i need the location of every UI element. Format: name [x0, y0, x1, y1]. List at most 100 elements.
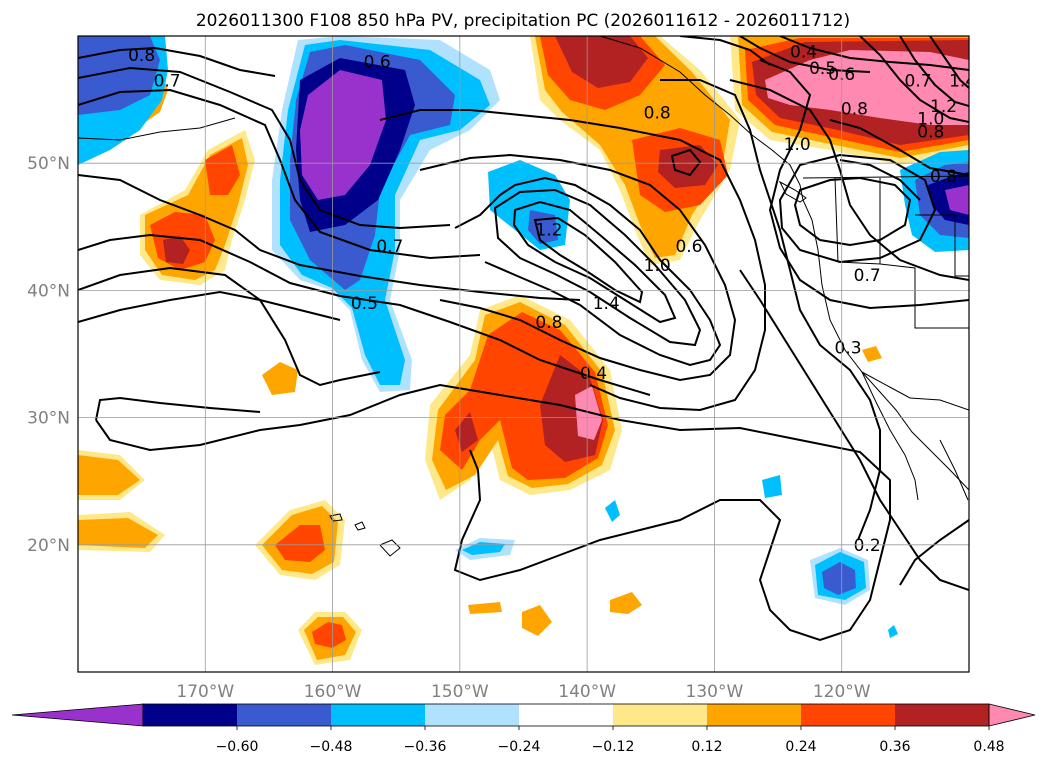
contour-trough-1: [454, 176, 722, 367]
colorbar-bin: [707, 704, 801, 726]
colorbar-bin: [613, 704, 707, 726]
contour-0.4-west: [78, 233, 651, 396]
contour-label: 0.8: [930, 167, 957, 187]
contour-west-loop: [660, 79, 881, 541]
shade-negative-small-3: [762, 475, 782, 498]
coastline-baja: [861, 371, 919, 501]
x-tick-label: 120°W: [813, 682, 871, 702]
contour-east-outer: [729, 79, 969, 281]
shade-negative-small-4: [888, 625, 898, 638]
shade-positive-small-1: [262, 362, 298, 395]
contour-trough-4: [533, 216, 644, 304]
contour-trough-outer: [419, 153, 737, 382]
shade-negative-small-2: [605, 500, 620, 522]
colorbar: −0.60 −0.48 −0.36 −0.24 −0.12 0.12 0.24 0.36 0.4…: [11, 703, 1036, 755]
contour-alaska-small: [670, 148, 702, 177]
contour-label: 1.4: [949, 72, 976, 92]
contour-trough-3: [512, 200, 677, 324]
contour-0.7-rockies: [778, 153, 937, 264]
contour-label: 0.4: [580, 364, 607, 384]
shade-positive-south-red: [312, 622, 346, 648]
us-mexico-border: [861, 371, 969, 411]
shade-positive-canada-pink: [765, 50, 969, 125]
coastline-us-west: [811, 219, 969, 491]
contour-label: 0.7: [376, 237, 403, 257]
contour-label: 1.2: [535, 220, 562, 240]
shade-positive-subtropical-darkred-west: [455, 412, 478, 452]
contour-0.2-low: [95, 383, 891, 642]
contour-label: 0.2: [854, 536, 881, 556]
contour-east-middle: [759, 59, 969, 310]
contour-canada-7: [839, 159, 921, 201]
contour-alaska-loop: [679, 36, 771, 66]
contour-0.8-northwest: [78, 46, 276, 77]
contour-label: 0.6: [675, 237, 702, 257]
contour-0.2-east: [899, 519, 969, 586]
colorbar-tick-label: 0.12: [691, 739, 722, 755]
contour-label: 0.8: [128, 46, 155, 66]
contour-label: 0.4: [790, 42, 817, 62]
contour-0.8-rockies: [793, 176, 912, 247]
state-border-2: [879, 263, 969, 329]
coastline-alaska-peninsula: [78, 117, 236, 141]
contour-label: 0.7: [905, 72, 932, 92]
colorbar-tick-label: −0.36: [404, 739, 447, 755]
contour-label: 1.0: [917, 110, 944, 130]
contour-canada-5: [929, 36, 969, 89]
hawaii-island-1: [379, 539, 401, 557]
contour-label: 0.3: [835, 339, 862, 359]
shade-positive-small-3: [522, 605, 552, 636]
x-tick-label: 170°W: [176, 682, 234, 702]
x-tick-label: 140°W: [558, 682, 616, 702]
state-border-1: [834, 177, 881, 265]
shade-positive-west-orange-1: [78, 455, 140, 495]
shade-negative-mexico-blue: [822, 562, 856, 595]
contour-canada-2: [779, 36, 969, 71]
contour-0.5: [78, 174, 581, 301]
contour-0.6-northwest: [78, 88, 481, 260]
x-tick-label: 160°W: [304, 682, 362, 702]
us-canada-border: [802, 175, 969, 179]
contour-label: 0.8: [535, 313, 562, 333]
colorbar-tick-label: 0.36: [879, 739, 910, 755]
map-panel: 0.80.70.60.40.50.60.81.00.7 1.41.21.00.80…: [27, 35, 976, 702]
coastline-mexico: [939, 439, 969, 501]
colorbar-tick-label: −0.24: [498, 739, 541, 755]
contour-canada-6: [829, 119, 969, 176]
contour-label: 1.2: [930, 97, 957, 117]
x-tick-label: 130°W: [686, 682, 744, 702]
contour-label: 0.5: [809, 59, 836, 79]
contour-label: 1.0: [784, 135, 811, 155]
contour-label: 0.5: [351, 294, 378, 314]
state-border-3: [915, 214, 969, 277]
colorbar-bin: [331, 704, 425, 726]
contour-canada-3: [859, 36, 969, 123]
contour-label: 0.8: [644, 103, 671, 123]
colorbar-tick-label: −0.12: [592, 739, 635, 755]
hawaii-island-2: [354, 521, 366, 531]
shade-positive-small-4: [610, 592, 642, 614]
colorbar-bin: [801, 704, 895, 726]
colorbar-bin: [895, 704, 989, 726]
contour-label: 1.0: [644, 256, 671, 276]
shade-positive-alaska-darkred: [555, 36, 648, 88]
colorbar-bin: [237, 704, 331, 726]
colorbar-bin: [143, 704, 237, 726]
colorbar-extend-over: [988, 703, 1036, 727]
shade-positive-west-orange-2: [78, 518, 158, 548]
map-frame: [77, 35, 970, 673]
shade-negative-far-west-blue: [78, 36, 160, 115]
colorbar-bin: [519, 704, 613, 726]
shade-positive-small-2: [468, 602, 502, 614]
colorbar-extend-under: [11, 703, 144, 727]
contour-loop-east: [78, 266, 381, 387]
shade-negative-small-1b: [462, 542, 505, 555]
y-tick-label: 50°N: [27, 154, 70, 174]
shade-negative-canada-east-purple: [945, 185, 969, 215]
contour-0.7-northwest: [78, 66, 451, 230]
shade-positive-dateline-red-north: [205, 145, 240, 195]
contour-label: 0.6: [364, 52, 391, 72]
colorbar-bin: [425, 704, 519, 726]
colorbar-tick-label: −0.60: [216, 739, 259, 755]
